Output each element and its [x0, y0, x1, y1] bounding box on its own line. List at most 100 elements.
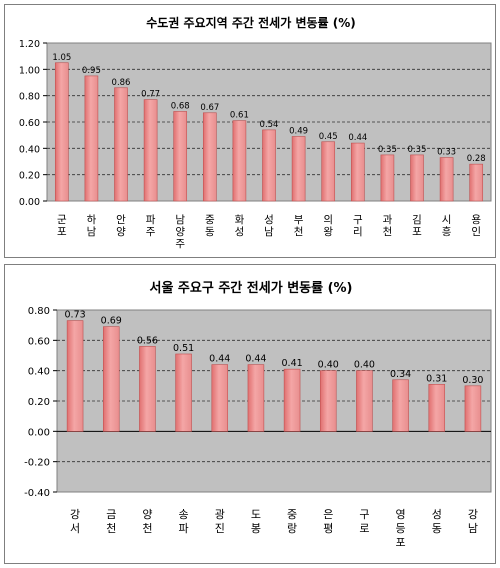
y-tick-label: -0.40: [24, 488, 50, 499]
bar: [173, 111, 188, 202]
data-label: 0.67: [200, 103, 219, 113]
data-label: 0.30: [462, 375, 483, 386]
bar: [66, 320, 84, 432]
data-label: 0.31: [426, 373, 447, 384]
bar: [439, 157, 454, 202]
y-tick-label: 0.40: [19, 144, 40, 155]
bar: [428, 384, 446, 432]
bar: [392, 379, 409, 432]
bar: [84, 75, 99, 202]
data-label: 0.73: [65, 310, 86, 321]
chart-metro: 수도권 주요지역 주간 전세가 변동률 (%) 0.00 0.20 0.40 0.60 0…: [19, 15, 492, 250]
y-tick-label: 0.40: [28, 367, 50, 378]
chart-panel-seoul: 서울 주요구 주간 전세가 변동률 (%) -0.40 -0.20 0.00 0.20 0…: [4, 264, 496, 564]
y-tick-label: 0.60: [19, 118, 40, 129]
bar: [321, 141, 336, 202]
bar: [350, 142, 365, 202]
bar: [464, 385, 482, 432]
data-label: 0.44: [245, 354, 266, 365]
bar: [139, 346, 156, 432]
data-label: 0.68: [171, 101, 190, 111]
data-label: 0.54: [260, 120, 279, 130]
y-tick-label: 0.00: [28, 427, 50, 438]
bar: [54, 62, 69, 202]
y-tick-label: 1.20: [19, 39, 40, 50]
bar: [356, 370, 373, 432]
y-tick-label: 0.60: [28, 336, 50, 347]
bar: [319, 370, 337, 432]
data-label: 0.34: [390, 369, 411, 380]
y-tick-label: 0.20: [19, 171, 40, 182]
data-label: 0.40: [354, 360, 375, 371]
bar: [143, 99, 158, 202]
data-label: 0.40: [318, 360, 339, 371]
data-label: 0.44: [209, 354, 230, 365]
bar: [380, 154, 395, 202]
y-tick-label: 0.80: [28, 306, 50, 317]
y-tick-label: 0.20: [28, 397, 50, 408]
chart-seoul: 서울 주요구 주간 전세가 변동률 (%) -0.40 -0.20 0.00 0.20 0…: [24, 280, 492, 549]
data-label: 0.77: [141, 90, 160, 100]
data-label: 0.35: [378, 145, 397, 155]
data-label: 1.05: [52, 53, 71, 63]
data-label: 0.41: [282, 358, 303, 369]
data-label: 0.69: [101, 316, 122, 327]
bar: [202, 112, 217, 202]
chart-panel-metro: 수도권 주요지역 주간 전세가 변동률 (%) 0.00 0.20 0.40 0.60 0…: [4, 4, 496, 258]
bar: [247, 364, 265, 432]
data-label: 0.61: [230, 111, 249, 121]
bar: [410, 154, 424, 202]
data-label: 0.49: [289, 126, 308, 136]
data-label: 0.45: [319, 132, 338, 142]
bar: [262, 129, 276, 202]
bar: [291, 136, 306, 202]
data-label: 0.44: [348, 133, 367, 143]
chart-title: 서울 주요구 주간 전세가 변동률 (%): [149, 280, 352, 296]
data-label: 0.28: [467, 154, 486, 164]
bar: [283, 368, 301, 432]
data-label: 0.33: [437, 148, 456, 158]
bar: [211, 364, 229, 432]
chart-title: 수도권 주요지역 주간 전세가 변동률 (%): [146, 15, 355, 30]
bar: [114, 87, 128, 202]
bar: [175, 353, 192, 432]
data-label: 0.51: [173, 343, 194, 354]
data-label: 0.95: [82, 66, 101, 76]
bar: [102, 326, 120, 432]
bar: [232, 120, 247, 202]
bar: [469, 163, 484, 202]
y-tick-label: 1.00: [19, 65, 40, 76]
data-label: 0.35: [408, 145, 427, 155]
y-tick-label: 0.80: [19, 92, 40, 103]
y-tick-label: 0.00: [19, 197, 40, 208]
y-tick-label: -0.20: [24, 458, 50, 469]
data-label: 0.56: [137, 335, 158, 346]
